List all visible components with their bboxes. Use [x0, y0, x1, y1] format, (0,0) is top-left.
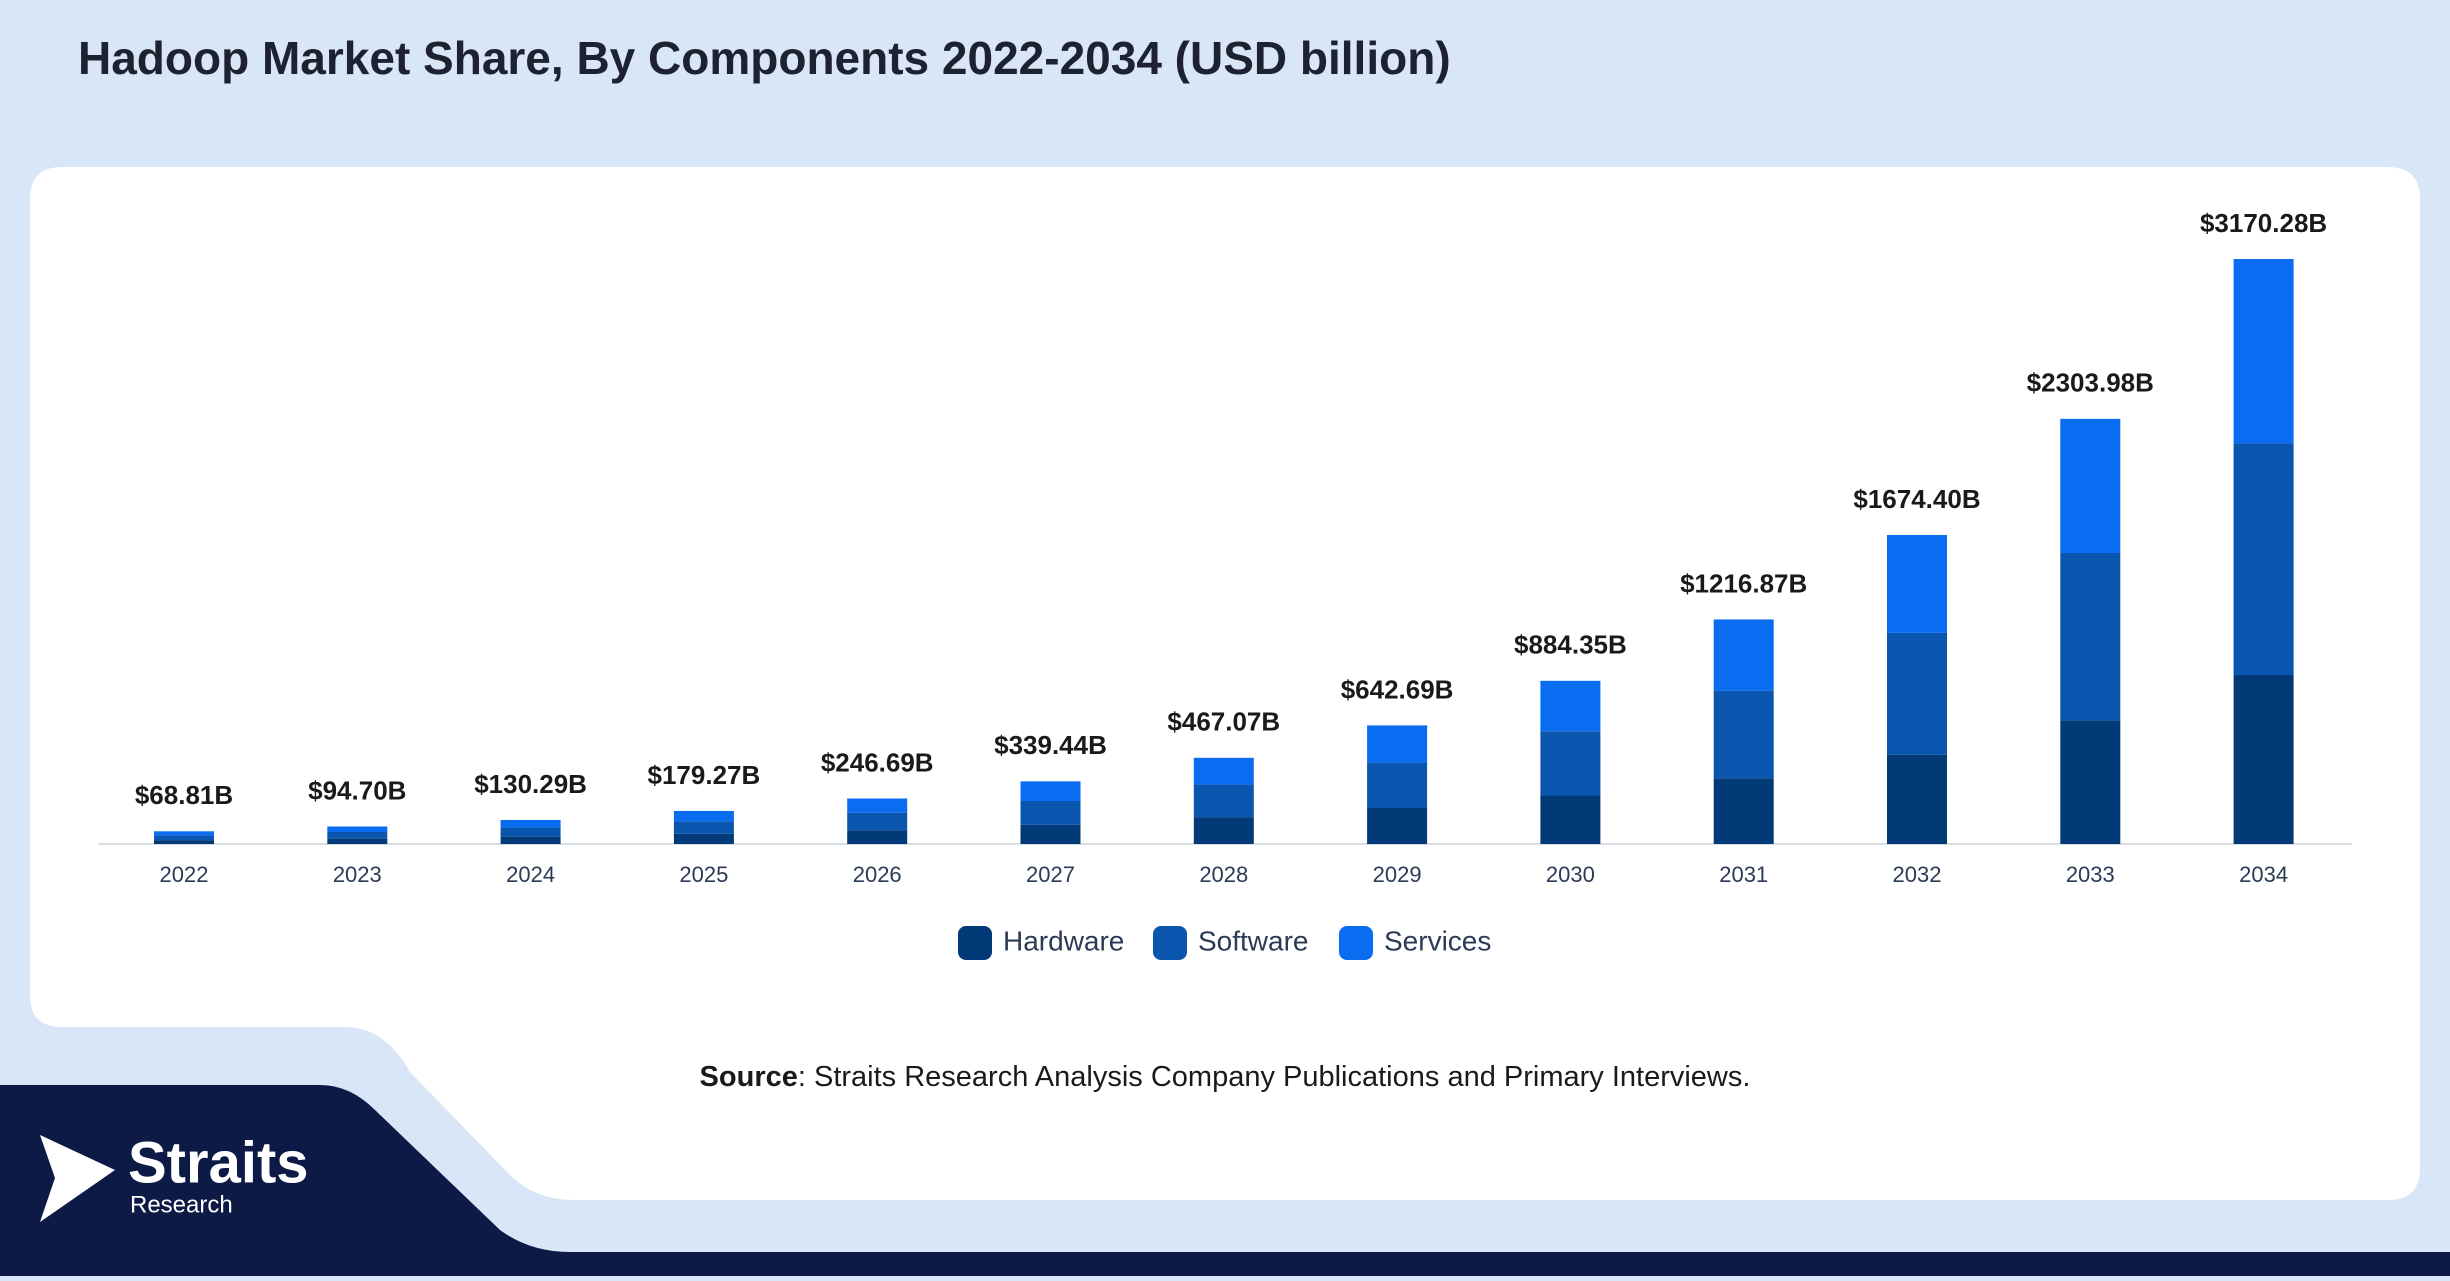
x-tick-label: 2027: [1026, 862, 1075, 887]
x-tick-label: 2031: [1719, 862, 1768, 887]
bar-segment: [673, 833, 734, 844]
x-tick-label: 2030: [1546, 862, 1595, 887]
logo-sub: Research: [130, 1191, 233, 1218]
footer-band: [0, 1085, 2450, 1276]
x-tick-label: 2028: [1199, 862, 1248, 887]
bar-segment: [500, 819, 561, 828]
bar-segment: [1540, 795, 1601, 844]
total-label: $94.70B: [308, 775, 406, 805]
x-tick-label: 2032: [1893, 862, 1942, 887]
bar-segment: [1193, 784, 1254, 818]
source-text: : Straits Research Analysis Company Publ…: [798, 1061, 1751, 1093]
x-tick-label: 2023: [333, 862, 382, 887]
bar-segment: [673, 810, 734, 822]
total-label: $339.44B: [994, 730, 1107, 760]
bar-segment: [1020, 824, 1081, 844]
bar-segment: [1713, 619, 1774, 691]
total-label: $1674.40B: [1853, 484, 1980, 514]
legend-swatch: [1153, 926, 1187, 960]
bar-segment: [847, 812, 908, 831]
bar-segment: [154, 835, 214, 841]
bar-segment: [847, 830, 908, 844]
bar-segment: [673, 821, 734, 834]
x-tick-label: 2034: [2239, 862, 2288, 887]
x-tick-label: 2024: [506, 862, 555, 887]
bar-segment: [1713, 778, 1774, 844]
bar-segment: [1367, 808, 1428, 844]
x-tick-label: 2026: [853, 862, 902, 887]
total-label: $68.81B: [135, 780, 233, 810]
legend-swatch: [958, 926, 992, 960]
bar-segment: [327, 826, 388, 833]
legend-swatch: [1339, 926, 1373, 960]
total-label: $179.27B: [648, 760, 761, 790]
total-label: $642.69B: [1341, 674, 1454, 704]
logo-name: Straits: [128, 1130, 309, 1195]
bar-segment: [154, 831, 214, 836]
bar-segment: [1367, 762, 1428, 809]
x-tick-label: 2022: [160, 862, 209, 887]
bar-segment: [1540, 731, 1601, 796]
bar-segment: [1887, 535, 1947, 633]
bar-segment: [500, 836, 561, 844]
x-tick-label: 2033: [2066, 862, 2115, 887]
bar-segment: [1020, 801, 1081, 825]
bar-segment: [2060, 418, 2121, 554]
legend-label: Software: [1198, 925, 1309, 956]
x-tick-label: 2025: [679, 862, 728, 887]
total-label: $884.35B: [1514, 630, 1627, 660]
legend-label: Services: [1384, 925, 1491, 956]
card: [30, 167, 2420, 1200]
bar-segment: [327, 838, 388, 844]
bar-segment: [2233, 443, 2294, 675]
bar-segment: [2233, 674, 2294, 844]
total-label: $3170.28B: [2200, 208, 2327, 238]
bar-segment: [2233, 259, 2294, 444]
total-label: $2303.98B: [2027, 368, 2154, 398]
total-label: $1216.87B: [1680, 568, 1807, 598]
bar-segment: [1367, 725, 1428, 763]
bar-segment: [1887, 754, 1947, 844]
total-label: $246.69B: [821, 747, 934, 777]
logo-icon: [40, 1135, 115, 1222]
bar-segment: [2060, 720, 2121, 844]
bar-segment: [1193, 757, 1254, 785]
bar-segment: [1020, 781, 1081, 802]
bar-segment: [2060, 553, 2121, 721]
total-label: $130.29B: [474, 769, 587, 799]
source: Source: Straits Research Analysis Compan…: [700, 1061, 1751, 1093]
x-tick-label: 2029: [1373, 862, 1422, 887]
total-label: $467.07B: [1167, 707, 1280, 737]
legend-label: Hardware: [1003, 925, 1124, 956]
bar-segment: [154, 840, 214, 844]
chart-title: Hadoop Market Share, By Components 2022-…: [78, 32, 1451, 84]
bar-segment: [500, 827, 561, 837]
bar-segment: [1193, 817, 1254, 844]
bar-segment: [1887, 632, 1947, 755]
bar-segment: [1540, 680, 1601, 732]
bar-segment: [847, 798, 908, 813]
bar-segment: [327, 832, 388, 839]
source-label: Source: [700, 1061, 798, 1093]
bar-segment: [1713, 690, 1774, 779]
